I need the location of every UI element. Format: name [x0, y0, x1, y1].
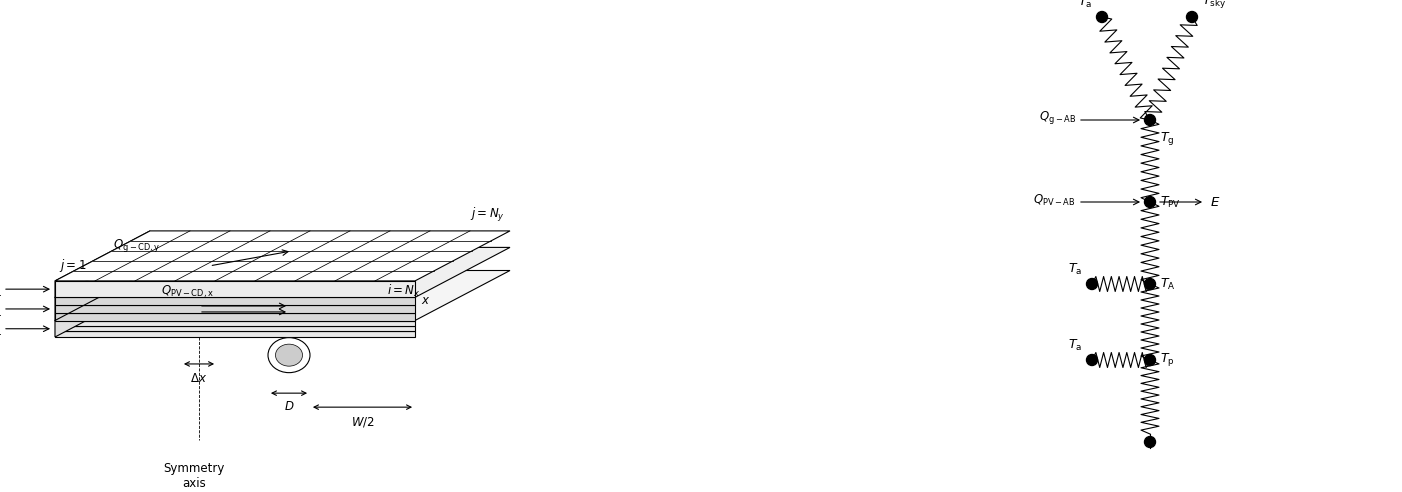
Circle shape — [1144, 436, 1155, 448]
Text: $W/2$: $W/2$ — [350, 415, 374, 429]
Text: $i=N_x$: $i=N_x$ — [387, 283, 421, 299]
Circle shape — [1087, 355, 1098, 366]
Polygon shape — [55, 231, 510, 281]
Text: $T_{\rm g}$: $T_{\rm g}$ — [1159, 130, 1175, 147]
Polygon shape — [55, 332, 415, 337]
Text: $T_{\rm a}$: $T_{\rm a}$ — [1078, 0, 1092, 10]
Circle shape — [1144, 278, 1155, 289]
Text: $E$: $E$ — [1210, 195, 1220, 209]
Circle shape — [1087, 278, 1098, 289]
Text: $Q_{\rm PV-AB}$: $Q_{\rm PV-AB}$ — [1033, 192, 1075, 208]
Polygon shape — [55, 326, 415, 332]
Text: $Q_{\rm PV-CD,x}$: $Q_{\rm PV-CD,x}$ — [161, 284, 213, 300]
Text: $x$: $x$ — [422, 294, 430, 308]
Text: $T_{\rm PV}$: $T_{\rm PV}$ — [1159, 194, 1180, 210]
Circle shape — [1144, 355, 1155, 366]
Polygon shape — [55, 297, 415, 305]
Text: $T_{\rm sky}$: $T_{\rm sky}$ — [1202, 0, 1227, 10]
Text: $Q_{\rm g-CD,y}$: $Q_{\rm g-CD,y}$ — [112, 237, 160, 254]
Text: $y$: $y$ — [401, 263, 411, 277]
Polygon shape — [55, 271, 510, 320]
Polygon shape — [55, 305, 415, 313]
Text: $T_{\rm a}$: $T_{\rm a}$ — [1068, 262, 1082, 277]
Polygon shape — [55, 320, 415, 326]
Circle shape — [1096, 11, 1108, 23]
Circle shape — [1186, 11, 1197, 23]
Text: $\Delta x$: $\Delta x$ — [191, 372, 207, 385]
Text: $z$: $z$ — [372, 247, 380, 260]
Circle shape — [1144, 196, 1155, 208]
Text: $j=1$: $j=1$ — [59, 257, 86, 274]
Circle shape — [1144, 115, 1155, 125]
Polygon shape — [55, 313, 415, 320]
Ellipse shape — [276, 344, 303, 366]
Text: $T_{\rm A}$: $T_{\rm A}$ — [1159, 277, 1175, 292]
Text: $T_{\rm p}$: $T_{\rm p}$ — [1159, 351, 1175, 369]
Text: $j=N_y$: $j=N_y$ — [470, 206, 505, 224]
Text: Symmetry
axis: Symmetry axis — [163, 462, 224, 490]
Ellipse shape — [268, 338, 310, 372]
Polygon shape — [55, 281, 415, 297]
Polygon shape — [55, 231, 150, 337]
Text: $Q_{\rm g-AB}$: $Q_{\rm g-AB}$ — [1039, 110, 1075, 126]
Text: $D$: $D$ — [283, 400, 294, 413]
Text: $T_{\rm a}$: $T_{\rm a}$ — [1068, 338, 1082, 353]
Polygon shape — [55, 247, 510, 297]
